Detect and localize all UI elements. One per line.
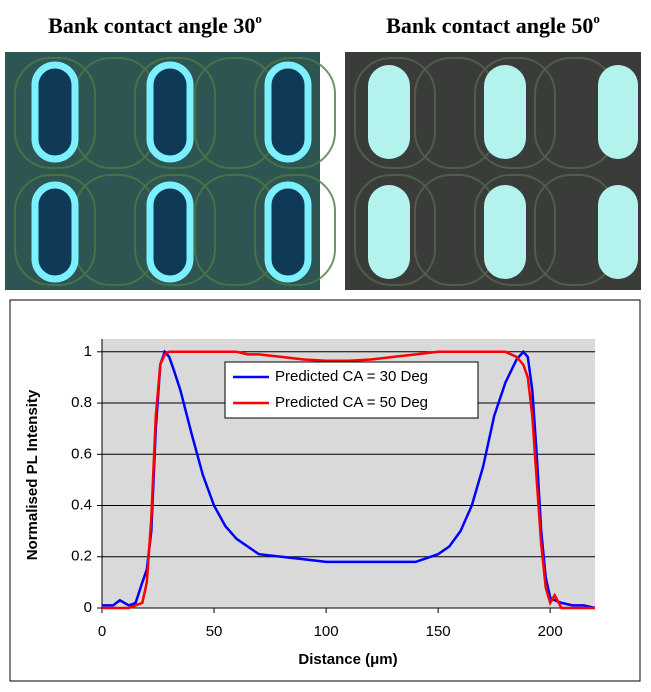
superscript: o: [593, 11, 600, 26]
legend-label: Predicted CA = 50 Deg: [275, 394, 428, 411]
y-tick-label: 0: [84, 599, 92, 616]
y-tick-label: 0.4: [71, 496, 92, 513]
micrograph-50: [345, 52, 641, 290]
y-tick-label: 0.6: [71, 445, 92, 462]
superscript: o: [255, 11, 262, 26]
image-title: Bank contact angle 30o: [48, 11, 262, 38]
image-title-text: Bank contact angle 30: [48, 13, 255, 38]
y-tick-label: 0.8: [71, 394, 92, 411]
x-tick-label: 50: [206, 623, 223, 640]
x-tick-label: 150: [426, 623, 451, 640]
micrograph-30: [5, 52, 336, 290]
legend-label: Predicted CA = 30 Deg: [275, 368, 428, 385]
x-tick-label: 200: [538, 623, 563, 640]
y-tick-label: 1: [84, 343, 92, 360]
legend-box: [224, 361, 479, 419]
x-axis-title: Distance (μm): [298, 651, 397, 668]
image-title: Bank contact angle 50o: [386, 11, 600, 38]
x-tick-label: 100: [314, 623, 339, 640]
series-line: [102, 350, 595, 610]
image-title-text: Bank contact angle 50: [386, 13, 593, 38]
y-axis-title: Normalised PL Intensity: [24, 389, 41, 560]
y-tick-label: 0.2: [71, 548, 92, 565]
x-tick-label: 0: [98, 623, 106, 640]
